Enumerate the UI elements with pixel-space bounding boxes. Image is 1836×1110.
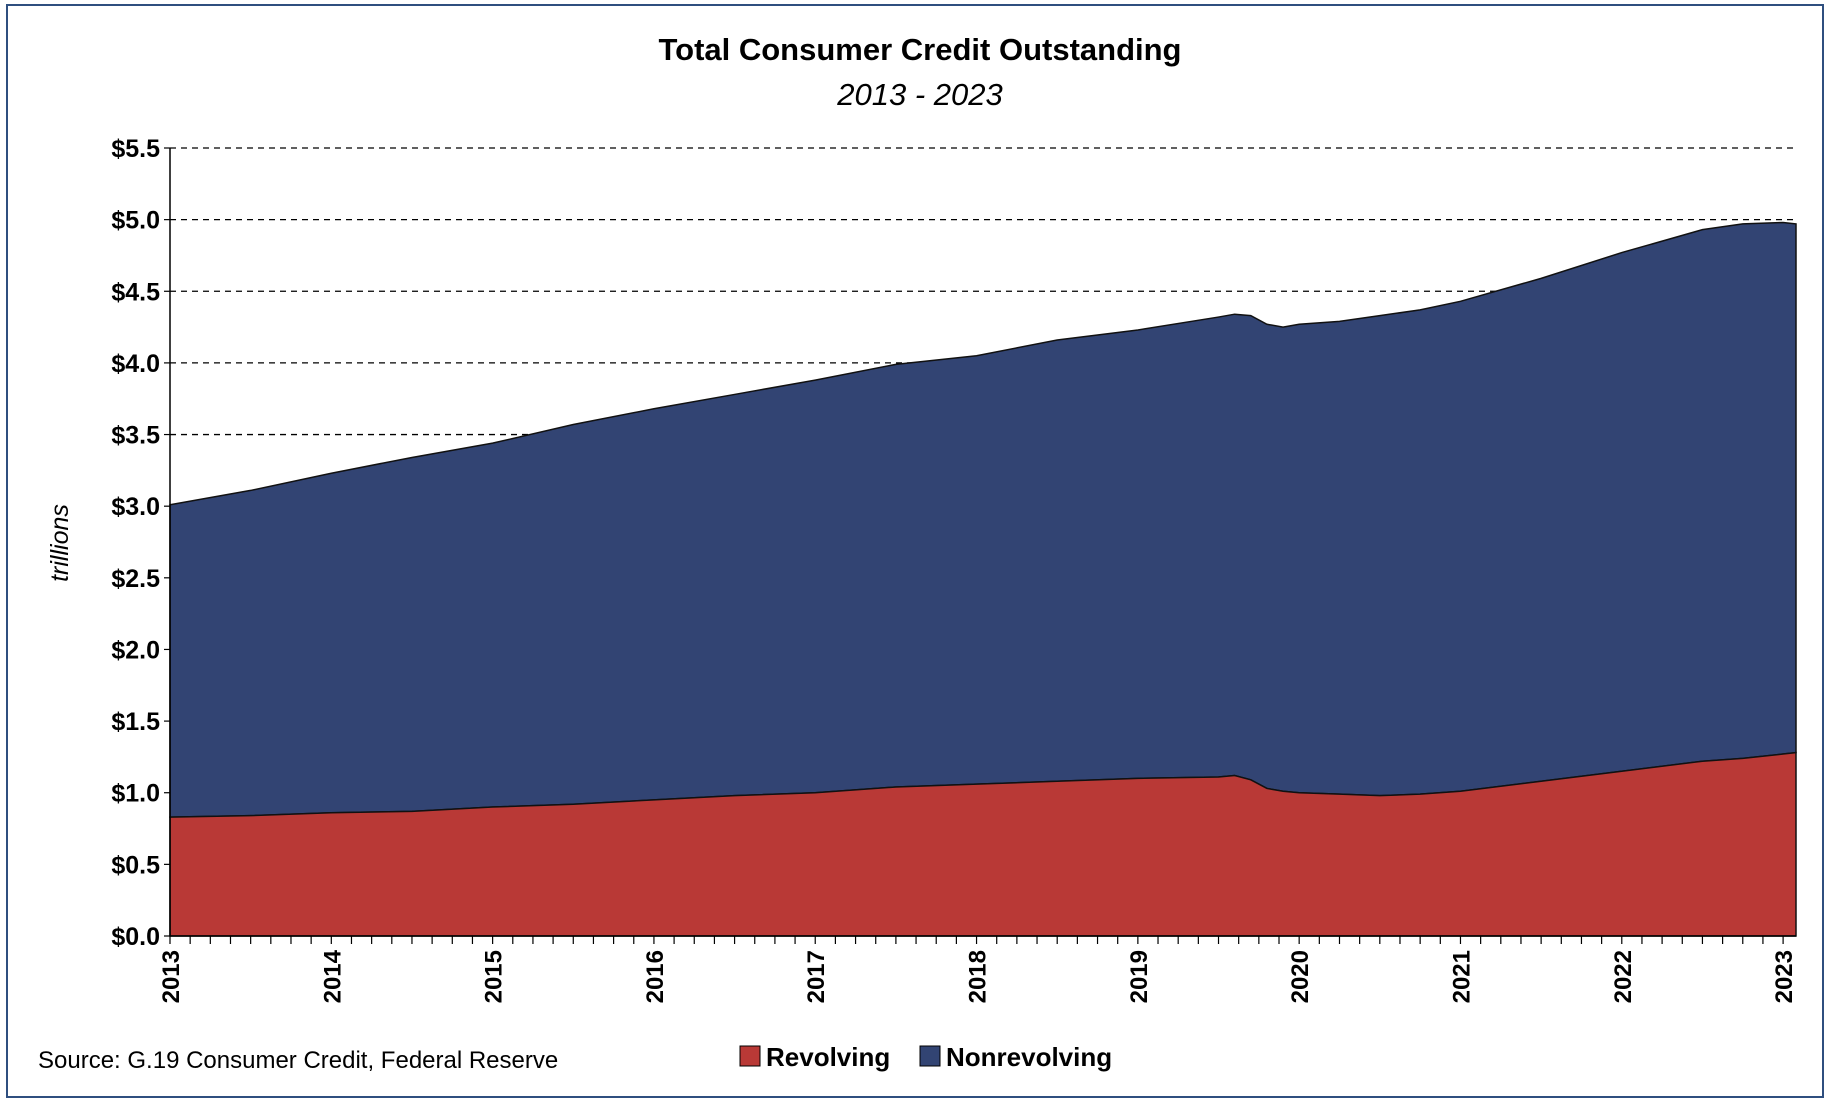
- y-axis-ticks: $0.0 $0.5 $1.0 $1.5 $2.0 $2.5 $3.0 $3.5 $4.0 $4.5…: [111, 135, 170, 951]
- x-tick-label: 2015: [481, 950, 508, 1003]
- legend-label-nonrevolving: Nonrevolving: [946, 1042, 1112, 1072]
- x-tick-label: 2020: [1287, 950, 1314, 1003]
- x-tick-label: 2017: [803, 950, 830, 1003]
- y-tick-label: $0.0: [111, 923, 160, 951]
- x-tick-label: 2014: [319, 949, 346, 1003]
- x-tick-label: 2022: [1610, 950, 1637, 1003]
- y-axis-label: trillions: [46, 504, 74, 582]
- y-tick-label: $4.0: [111, 350, 160, 378]
- area-series: [169, 221, 1797, 937]
- legend-swatch-nonrevolving: [919, 1045, 941, 1067]
- x-tick-label: 2021: [1448, 950, 1475, 1003]
- y-tick-label: $1.0: [111, 780, 160, 808]
- series-area-nonrevolving: [169, 221, 1797, 818]
- x-axis-ticks: 2013 2014 2015 2016 2017 2018 2019 2020 2021 2022…: [158, 949, 1798, 1003]
- y-tick-label: $2.0: [111, 636, 160, 664]
- y-tick-label: $2.5: [111, 565, 160, 593]
- legend: Revolving Nonrevolving: [739, 1042, 1112, 1072]
- series-area-revolving: [169, 751, 1797, 937]
- x-tick-label: 2023: [1771, 950, 1798, 1003]
- legend-swatch-revolving: [739, 1045, 761, 1067]
- chart-subtitle: 2013 - 2023: [836, 77, 1002, 112]
- y-tick-label: $1.5: [111, 708, 160, 736]
- x-tick-label: 2013: [158, 950, 185, 1003]
- chart-title: Total Consumer Credit Outstanding: [659, 32, 1182, 67]
- y-tick-label: $5.0: [111, 207, 160, 235]
- x-tick-label: 2016: [642, 950, 669, 1003]
- y-tick-label: $3.0: [111, 493, 160, 521]
- y-tick-label: $5.5: [111, 135, 160, 163]
- y-tick-label: $3.5: [111, 422, 160, 450]
- x-tick-label: 2018: [965, 950, 992, 1003]
- axes: [169, 148, 1796, 944]
- y-tick-label: $4.5: [111, 278, 160, 306]
- x-tick-label: 2019: [1126, 950, 1153, 1003]
- source-note: Source: G.19 Consumer Credit, Federal Re…: [38, 1047, 558, 1074]
- y-tick-label: $0.5: [111, 851, 160, 879]
- legend-label-revolving: Revolving: [766, 1042, 890, 1072]
